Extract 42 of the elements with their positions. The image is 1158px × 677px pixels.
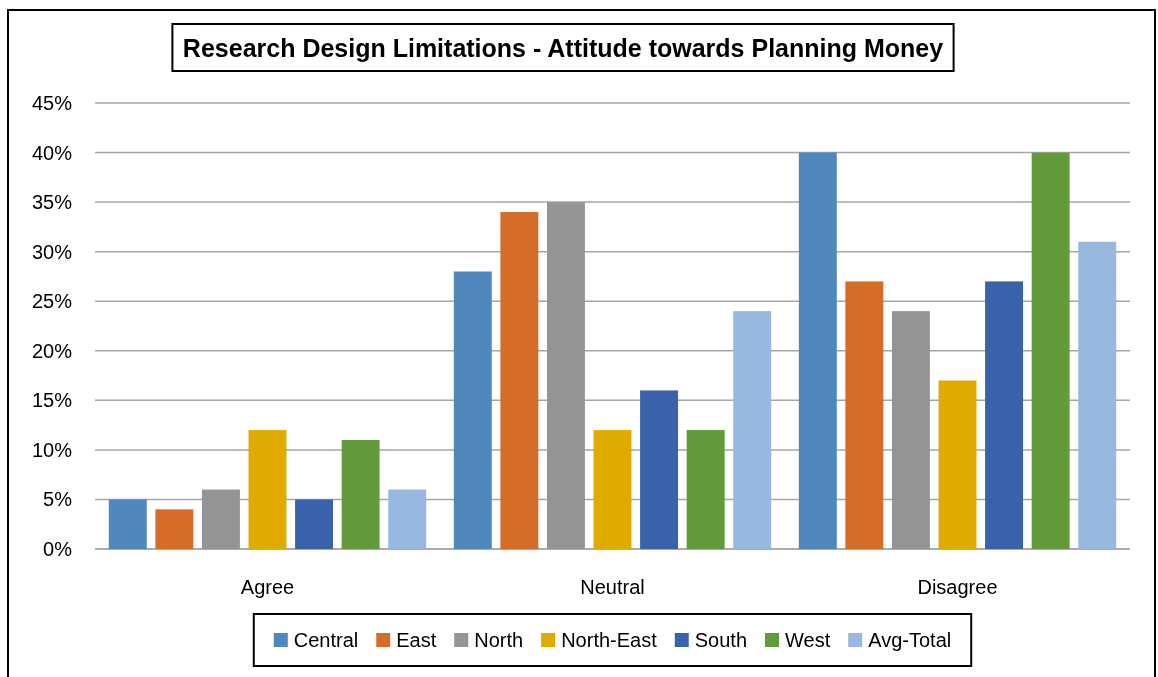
bar: [201, 489, 240, 549]
y-tick-label: 10%: [31, 438, 73, 461]
y-tick-label: 40%: [31, 141, 73, 164]
legend-label: Avg-Total: [868, 629, 952, 651]
bar: [845, 281, 884, 549]
bar: [108, 499, 147, 549]
y-tick-label: 20%: [31, 339, 73, 362]
legend-label: North-East: [561, 629, 658, 651]
bar: [733, 311, 772, 549]
bar: [295, 499, 334, 549]
legend-label: North: [474, 629, 524, 651]
bar: [546, 202, 585, 549]
bar: [453, 271, 492, 549]
bar: [686, 430, 725, 549]
legend-label: East: [396, 629, 437, 651]
legend-label: West: [785, 629, 831, 651]
x-tick-label: Agree: [240, 576, 295, 598]
y-tick-label: 5%: [43, 488, 73, 511]
x-tick-label: Neutral: [580, 576, 645, 598]
bar: [640, 390, 679, 549]
y-tick-label: 15%: [31, 389, 73, 412]
bar: [985, 281, 1024, 549]
bar: [798, 152, 837, 549]
x-tick-label: Disagree: [917, 576, 998, 598]
bar: [388, 489, 427, 549]
y-tick-label: 35%: [31, 191, 73, 214]
bar: [1078, 241, 1117, 549]
bar: [248, 430, 287, 549]
chart-title: Research Design Limitations - Attitude towards Planning Money: [182, 33, 944, 62]
y-tick-label: 45%: [31, 92, 73, 114]
y-tick-label: 25%: [31, 290, 73, 313]
y-tick-label: 30%: [31, 240, 73, 263]
legend-label: South: [694, 629, 748, 651]
bar: [155, 509, 194, 549]
bar: [341, 439, 380, 549]
bar: [1031, 152, 1070, 549]
bar: [500, 212, 539, 549]
y-tick-label: 0%: [43, 538, 73, 560]
legend-label: Central: [293, 629, 359, 651]
bar: [938, 380, 977, 549]
bar: [593, 430, 632, 549]
bar: [891, 311, 930, 549]
